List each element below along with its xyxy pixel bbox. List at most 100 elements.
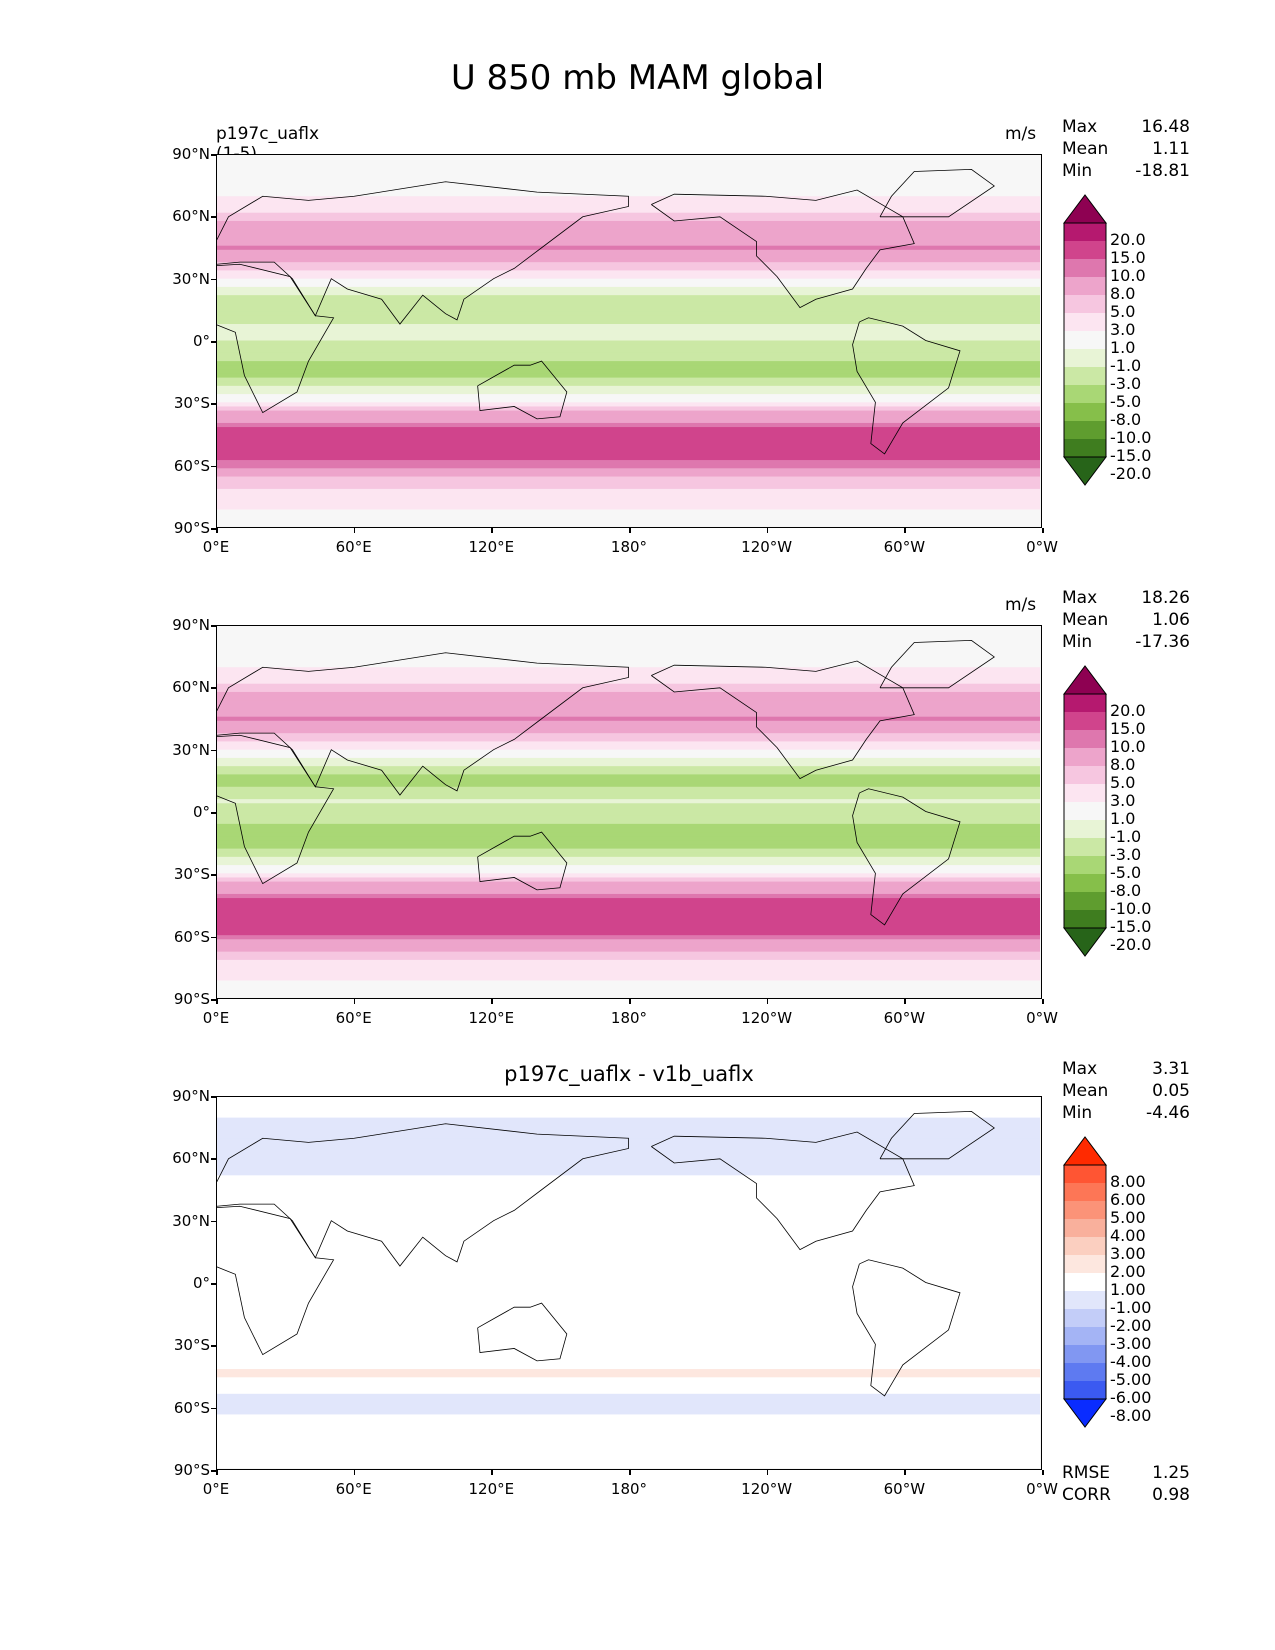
colorbar-tick-label: -6.00 [1110, 1388, 1152, 1407]
field-band [217, 303, 1040, 309]
colorbar-tick-label: -1.00 [1110, 1298, 1152, 1317]
colorbar-tick-label: -3.0 [1110, 845, 1142, 864]
colorbar-segment [1064, 1327, 1106, 1346]
y-tick-label: 30°S [173, 1336, 210, 1355]
field-band [217, 1175, 1040, 1181]
field-band [217, 311, 1040, 317]
field-band [217, 774, 1040, 780]
field-band [217, 365, 1040, 370]
field-band [217, 1101, 1040, 1106]
field-band [217, 988, 1040, 994]
stat-label-min: Min [1062, 632, 1093, 652]
field-band [217, 187, 1040, 193]
stat-label-mean: Mean [1062, 1081, 1109, 1101]
field-band [217, 1212, 1040, 1218]
x-tick-mark [629, 999, 631, 1004]
field-band [217, 427, 1040, 432]
field-band [217, 377, 1040, 383]
colorbar-segment [1064, 694, 1106, 713]
field-band [217, 1266, 1040, 1271]
colorbar-tick-label: -1.0 [1110, 356, 1142, 375]
colorbar-tick-label: 3.0 [1110, 320, 1136, 339]
field-band [217, 646, 1040, 652]
field-band [217, 745, 1040, 751]
field-band [217, 472, 1040, 478]
field-band [217, 1204, 1040, 1209]
field-band [217, 171, 1040, 177]
field-band [217, 795, 1040, 800]
field-band [217, 918, 1040, 924]
y-tick-mark [211, 1407, 216, 1410]
field-band [217, 361, 1040, 366]
field-band [217, 663, 1040, 668]
x-tick-label: 60°W [883, 1009, 926, 1027]
field-band [217, 262, 1040, 267]
field-band [217, 1286, 1040, 1292]
field-band [217, 332, 1040, 337]
field-band [217, 1377, 1040, 1383]
colorbar-tick-label: -10.0 [1110, 428, 1152, 447]
field-band [217, 1200, 1040, 1205]
field-band [217, 249, 1040, 255]
colorbar-segment [1064, 748, 1106, 767]
field-band [217, 501, 1040, 506]
field-band [217, 241, 1040, 247]
colorbar-svg [1063, 1136, 1107, 1428]
field-band [217, 1113, 1040, 1119]
field-band [217, 274, 1040, 280]
colorbar-segment [1064, 1237, 1106, 1256]
map-plot [216, 1096, 1042, 1470]
field-band [217, 947, 1040, 953]
field-band [217, 1278, 1040, 1284]
field-band [217, 1290, 1040, 1296]
field-band [217, 906, 1040, 912]
colorbar-svg [1063, 665, 1107, 957]
stat-value-corr: 0.98 [1152, 1485, 1190, 1505]
colorbar-segment [1064, 1381, 1106, 1400]
x-tick-label: 120°E [468, 1009, 515, 1027]
x-tick-label: 0°W [1026, 1480, 1058, 1498]
y-tick-mark [211, 687, 216, 689]
colorbar-outline [1063, 693, 1107, 929]
field-band [217, 790, 1040, 796]
y-tick-mark [211, 1220, 216, 1223]
colorbar-segment [1064, 277, 1106, 296]
field-band [217, 373, 1040, 379]
field-band [217, 521, 1040, 526]
field-band [217, 1402, 1040, 1407]
field-band [217, 192, 1040, 197]
x-tick-mark [1042, 528, 1044, 533]
colorbar-segment [1064, 385, 1106, 404]
field-band [217, 1336, 1040, 1341]
units-label: m/s [1005, 124, 1037, 144]
field-band [217, 638, 1040, 644]
colorbar-tick-label: 4.00 [1110, 1226, 1146, 1245]
colorbar-segment [1064, 820, 1106, 839]
y-tick-mark [211, 1345, 216, 1347]
field-band [217, 654, 1040, 660]
colorbar-segment [1064, 367, 1106, 386]
field-band [217, 278, 1040, 284]
field-band [217, 1274, 1040, 1279]
field-band [217, 1393, 1040, 1399]
field-band [217, 778, 1040, 784]
colorbar-segment [1064, 892, 1106, 911]
field-band [217, 307, 1040, 313]
field-band [217, 1257, 1040, 1263]
colorbar-segment [1064, 313, 1106, 332]
field-band [217, 980, 1040, 986]
field-band [217, 328, 1040, 333]
field-band [217, 410, 1040, 416]
y-tick-mark [211, 874, 216, 876]
colorbar-segment [1064, 784, 1106, 803]
field-band [217, 179, 1040, 185]
units-label: m/s [1005, 595, 1037, 615]
field-band [217, 1385, 1040, 1391]
stat-label-min: Min [1062, 1103, 1093, 1123]
field-band [217, 691, 1040, 697]
colorbar-segment [1064, 403, 1106, 422]
field-band [217, 893, 1040, 899]
colorbar-segment [1064, 421, 1106, 440]
field-band [217, 175, 1040, 181]
field-band [217, 1245, 1040, 1251]
